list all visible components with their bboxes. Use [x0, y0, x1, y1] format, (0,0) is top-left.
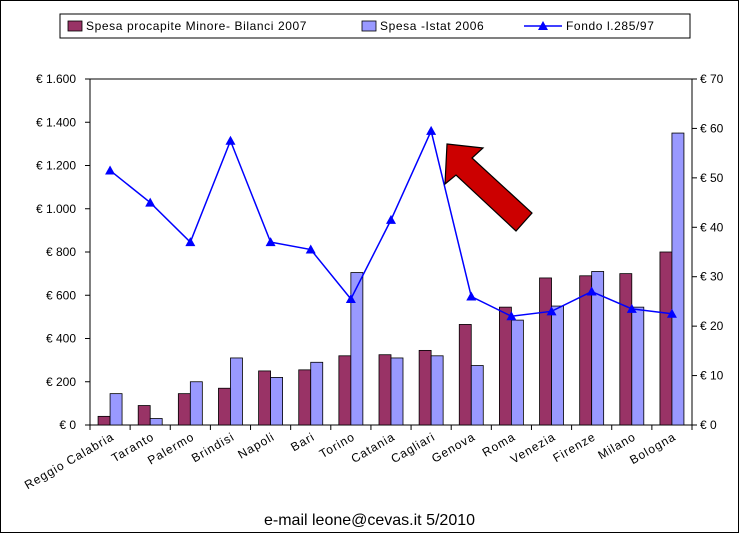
legend-label-istat: Spesa -Istat 2006	[380, 19, 484, 33]
legend: Spesa procapite Minore- Bilanci 2007 Spes…	[59, 13, 691, 39]
bar-spesa-bilanci-2007	[137, 405, 151, 426]
bar-spesa-istat-2006	[591, 271, 605, 426]
left-tick-label: € 1.200	[36, 159, 76, 173]
fondo-point	[466, 291, 477, 301]
bar-spesa-bilanci-2007	[97, 415, 111, 426]
bar-spesa-istat-2006	[631, 306, 645, 426]
bar-spesa-istat-2006	[671, 132, 685, 426]
legend-swatch-bilanci	[67, 20, 83, 32]
left-tick-label: € 200	[46, 375, 76, 389]
fondo-point	[345, 293, 356, 303]
bar-spesa-bilanci-2007	[539, 277, 552, 426]
bar-spesa-istat-2006	[109, 393, 123, 426]
left-tick-label: € 1.000	[36, 202, 76, 216]
right-tick-label: € 60	[700, 121, 724, 135]
bar-spesa-istat-2006	[189, 381, 203, 426]
left-axis: € 0 € 200 € 400 € 600 € 800 € 1.000 € 1.200 € 1…	[36, 72, 90, 432]
bar-spesa-bilanci-2007	[218, 387, 231, 426]
bar-spesa-bilanci-2007	[579, 275, 593, 426]
annotation-arrow	[444, 143, 533, 232]
right-tick-label: € 70	[700, 72, 724, 86]
bar-spesa-bilanci-2007	[619, 273, 633, 426]
fondo-point	[305, 244, 316, 254]
line-series	[105, 125, 677, 321]
footer-text: e-mail leone@cevas.it 5/2010	[263, 512, 476, 529]
left-tick-label: € 600	[46, 288, 76, 302]
right-axis: € 0 € 10 € 20 € 30 € 40 € 50 € 60 € 70	[692, 72, 724, 432]
legend-swatch-istat	[361, 20, 377, 32]
left-tick-label: € 400	[46, 332, 76, 346]
bar-spesa-istat-2006	[470, 365, 484, 426]
bar-spesa-bilanci-2007	[378, 354, 392, 426]
legend-marker-fondo	[538, 21, 548, 30]
fondo-point	[105, 165, 116, 175]
fondo-point	[546, 306, 557, 316]
bar-spesa-istat-2006	[310, 361, 324, 426]
left-tick-label: € 800	[46, 245, 76, 259]
left-tick-label: € 1.400	[36, 115, 76, 129]
right-tick-label: € 20	[700, 319, 724, 333]
bar-spesa-bilanci-2007	[258, 370, 272, 426]
fondo-point	[506, 311, 517, 321]
right-tick-label: € 0	[700, 418, 717, 432]
right-tick-label: € 40	[700, 220, 724, 234]
fondo-point	[386, 214, 396, 224]
fondo-point	[145, 197, 156, 207]
bar-spesa-istat-2006	[149, 418, 163, 426]
left-tick-label: € 1.600	[36, 72, 76, 86]
bar-spesa-istat-2006	[230, 357, 243, 426]
bar-spesa-bilanci-2007	[659, 251, 673, 426]
bar-spesa-bilanci-2007	[338, 355, 352, 426]
right-tick-label: € 10	[700, 369, 724, 383]
bar-spesa-bilanci-2007	[177, 393, 191, 426]
fondo-point	[185, 237, 196, 247]
fondo-point	[426, 125, 437, 135]
fondo-point	[225, 135, 236, 145]
bar-spesa-bilanci-2007	[498, 306, 512, 426]
fondo-point	[265, 237, 276, 247]
right-tick-label: € 30	[700, 270, 724, 284]
fondo-point	[666, 308, 677, 318]
fondo-point	[586, 286, 597, 296]
legend-label-bilanci: Spesa procapite Minore- Bilanci 2007	[86, 19, 307, 33]
bar-spesa-istat-2006	[430, 355, 444, 426]
right-tick-label: € 50	[700, 171, 724, 185]
left-tick-label: € 0	[59, 418, 76, 432]
bar-spesa-istat-2006	[390, 357, 404, 426]
bar-spesa-istat-2006	[551, 305, 564, 426]
bar-spesa-bilanci-2007	[458, 324, 472, 426]
bar-spesa-istat-2006	[510, 319, 524, 426]
bar-spesa-bilanci-2007	[298, 369, 312, 426]
fondo-point	[626, 303, 637, 313]
bar-spesa-istat-2006	[270, 377, 284, 426]
bar-spesa-istat-2006	[350, 272, 364, 426]
legend-label-fondo: Fondo l.285/97	[566, 19, 654, 33]
bar-spesa-bilanci-2007	[418, 349, 432, 426]
